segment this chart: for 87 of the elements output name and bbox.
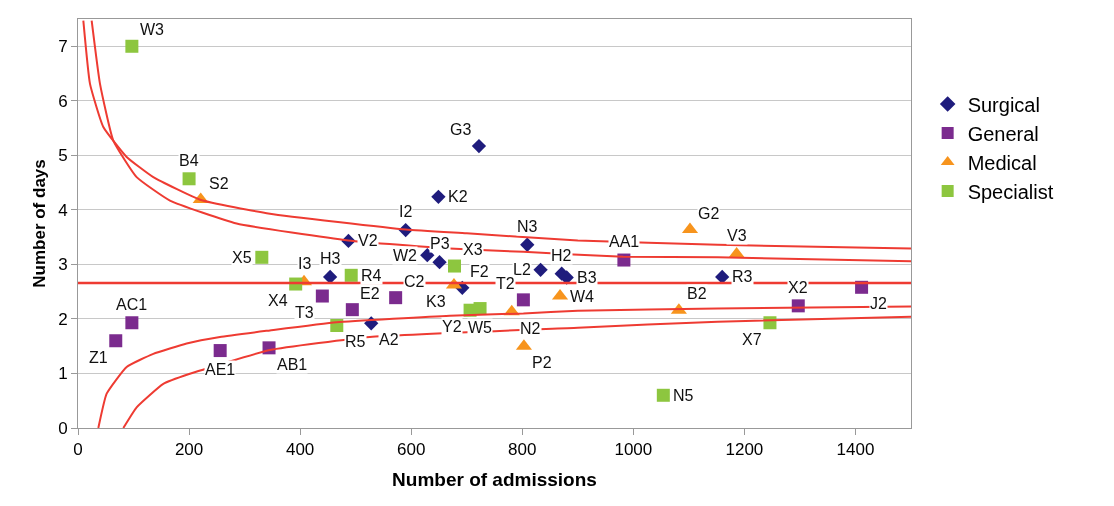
point	[344, 268, 358, 282]
data-label: B3	[577, 269, 597, 286]
data-label: W5	[468, 319, 493, 336]
data-label: N5	[673, 387, 694, 404]
data-label: T2	[496, 275, 515, 292]
x-axis-title: Number of admissions	[392, 469, 597, 491]
data-label: H2	[551, 247, 572, 264]
point	[315, 289, 329, 303]
data-label: X5	[232, 249, 252, 266]
point	[471, 138, 487, 154]
data-label: A2	[379, 331, 399, 348]
point	[448, 259, 462, 273]
data-label: W4	[570, 288, 595, 305]
data-label: P2	[532, 354, 552, 371]
data-label: X2	[788, 279, 808, 296]
data-label: Z1	[89, 349, 108, 366]
data-label: N2	[520, 320, 541, 337]
data-label: C2	[404, 273, 425, 290]
point	[533, 262, 548, 277]
point	[345, 303, 359, 317]
data-label: R5	[345, 333, 366, 350]
x-tick-label: 1200	[725, 440, 764, 460]
point	[432, 255, 447, 270]
legend-label: Specialist	[967, 180, 1054, 203]
point	[213, 344, 227, 358]
data-label: X7	[742, 331, 762, 348]
data-label: R4	[361, 267, 382, 284]
y-tick-label: 1	[58, 364, 68, 384]
x-tick-label: 400	[285, 440, 315, 460]
legend-label: Surgical	[967, 93, 1040, 116]
data-label: B4	[179, 152, 199, 169]
data-label: W3	[140, 21, 165, 38]
point	[389, 291, 403, 305]
data-label: E2	[360, 285, 380, 302]
data-label: X4	[268, 292, 288, 309]
y-tick-label: 0	[58, 418, 68, 438]
data-label: I3	[298, 255, 312, 272]
data-label: AA1	[609, 233, 640, 250]
data-label: S2	[209, 175, 229, 192]
point	[125, 39, 139, 53]
data-label: K3	[426, 293, 446, 310]
data-label: X3	[463, 241, 483, 258]
y-tick-label: 5	[58, 146, 68, 166]
data-label: AB1	[277, 356, 308, 373]
data-label: I2	[399, 203, 413, 220]
point	[473, 302, 487, 316]
data-label: AC1	[116, 296, 148, 313]
y-tick-label: 3	[58, 255, 68, 275]
data-label: L2	[513, 261, 531, 278]
y-tick-label: 6	[58, 91, 68, 111]
data-label: F2	[470, 263, 489, 280]
legend-label: Medical	[967, 151, 1037, 174]
point	[125, 316, 139, 330]
y-tick-label: 2	[58, 309, 68, 329]
point	[182, 172, 196, 186]
data-label: P3	[430, 235, 450, 252]
data-label: V3	[727, 227, 747, 244]
legend-label: General	[967, 122, 1039, 145]
data-label: K2	[448, 188, 468, 205]
point	[516, 293, 530, 307]
data-label: R3	[732, 268, 753, 285]
data-label: T3	[295, 304, 314, 321]
x-tick-label: 600	[397, 440, 426, 460]
y-tick-label: 7	[58, 37, 68, 57]
data-label: V2	[358, 232, 378, 249]
data-label: J2	[870, 295, 887, 312]
point	[109, 334, 123, 348]
point	[431, 189, 446, 204]
point	[520, 237, 535, 252]
y-axis-title: Number of days	[29, 159, 49, 288]
data-label: G2	[698, 205, 720, 222]
x-tick-label: 200	[174, 440, 204, 460]
point	[420, 247, 435, 263]
data-label: N3	[517, 218, 538, 235]
data-label: Y2	[442, 318, 462, 335]
data-label: H3	[320, 250, 341, 267]
x-tick-label: 1000	[614, 440, 653, 460]
data-label: W2	[393, 247, 418, 264]
x-tick-label: 800	[508, 440, 537, 460]
x-tick-label: 1400	[836, 440, 875, 460]
point	[255, 250, 269, 264]
y-tick-label: 4	[58, 200, 68, 220]
data-label: AE1	[205, 361, 236, 378]
x-tick-label: 0	[73, 440, 83, 460]
point	[656, 388, 670, 402]
data-label: B2	[687, 285, 707, 302]
data-label: G3	[450, 121, 472, 138]
